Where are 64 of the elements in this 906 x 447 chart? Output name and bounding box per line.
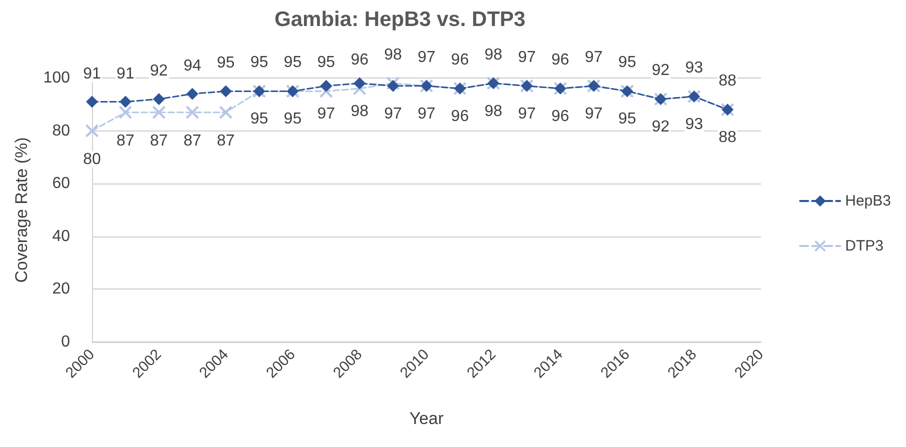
data-label: 95	[618, 54, 636, 72]
data-label: 98	[484, 46, 502, 64]
data-label: 96	[551, 52, 570, 69]
point	[186, 106, 199, 119]
x-axis-title: Year	[409, 409, 444, 428]
point	[152, 93, 165, 106]
data-label: 80	[83, 150, 101, 168]
y-tick-label: 20	[52, 280, 70, 298]
point	[119, 96, 132, 108]
y-tick-label: 40	[52, 228, 70, 245]
data-label: 87	[216, 132, 235, 150]
data-label: 96	[551, 108, 570, 126]
data-label: 92	[652, 62, 670, 80]
data-label: 95	[284, 54, 302, 72]
y-tick-label: 100	[43, 70, 70, 86]
data-label: 93	[685, 59, 704, 76]
data-label: 96	[451, 52, 469, 69]
chart-title: Gambia: HepB3 vs. DTP3	[274, 8, 526, 31]
data-label: 96	[451, 108, 469, 126]
point	[387, 80, 400, 92]
point	[219, 106, 232, 119]
data-label: 96	[350, 52, 369, 69]
data-label: 88	[718, 129, 737, 146]
point	[118, 106, 132, 119]
data-label: 97	[384, 105, 402, 122]
point	[186, 88, 198, 100]
point	[320, 80, 332, 92]
data-label: 97	[418, 105, 436, 122]
data-label: 91	[83, 65, 101, 82]
point	[152, 106, 166, 119]
y-tick-label: 60	[52, 175, 70, 192]
point	[86, 124, 98, 138]
point	[220, 85, 232, 98]
legend-label: HepB3	[845, 192, 892, 210]
data-label: 87	[116, 132, 134, 150]
data-label: 97	[518, 105, 536, 122]
data-label: 87	[150, 132, 168, 150]
data-label: 95	[284, 110, 302, 128]
data-label: 94	[183, 57, 202, 74]
data-label: 87	[183, 132, 202, 150]
data-label: 97	[317, 105, 336, 122]
data-label: 95	[216, 54, 235, 72]
point	[354, 77, 366, 90]
data-label: 98	[384, 46, 402, 64]
y-tick-label: 80	[52, 122, 70, 140]
data-label: 98	[350, 102, 369, 120]
data-label: 97	[584, 48, 603, 66]
data-label: 92	[150, 62, 168, 80]
data-label: 88	[718, 72, 737, 90]
data-label: 93	[685, 116, 704, 133]
point	[86, 96, 98, 108]
data-label: 97	[418, 48, 436, 66]
data-label: 95	[618, 110, 636, 128]
data-label: 97	[518, 48, 536, 66]
data-label: 97	[584, 105, 603, 122]
data-label: 95	[250, 54, 268, 72]
y-tick-label: 0	[61, 334, 70, 350]
legend-label: DTP3	[845, 238, 884, 254]
data-label: 95	[317, 54, 336, 72]
data-label: 98	[484, 102, 502, 120]
data-label: 91	[116, 65, 134, 82]
y-axis-title: Coverage Rate (%)	[12, 137, 31, 283]
data-label: 95	[250, 110, 268, 128]
data-label: 92	[652, 118, 670, 136]
